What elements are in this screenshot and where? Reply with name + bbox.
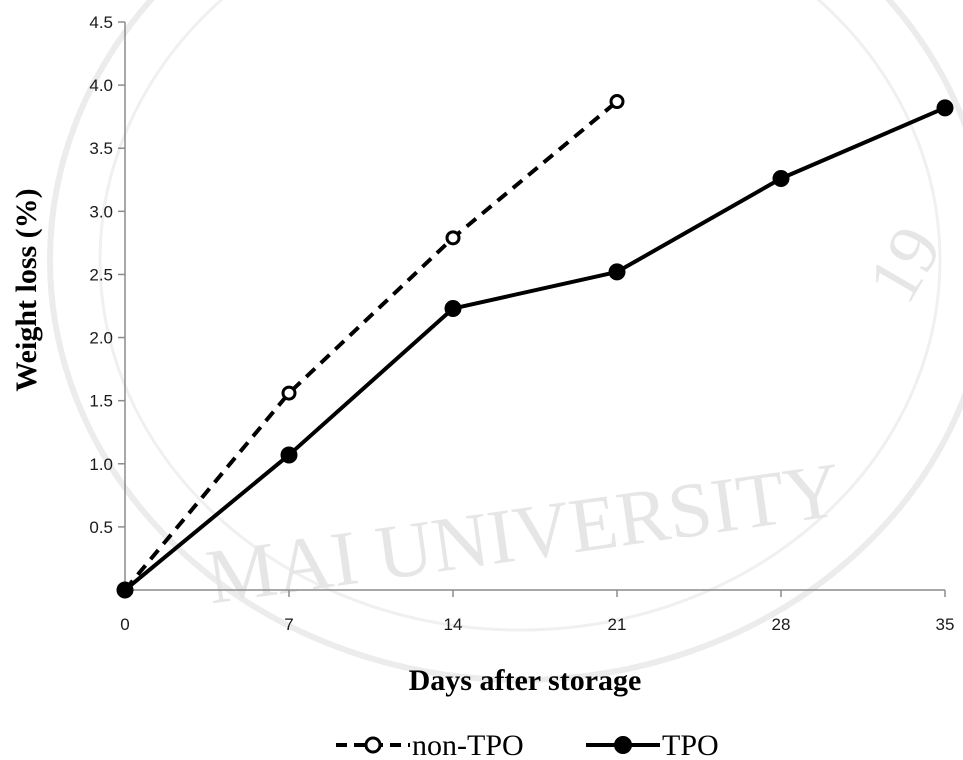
data-point-non-tpo bbox=[281, 385, 297, 401]
y-tick-label: 3.5 bbox=[89, 139, 113, 158]
x-axis-ticks: 0 7 14 21 28 35 bbox=[120, 590, 954, 634]
y-axis-title: Weight loss (%) bbox=[10, 188, 43, 391]
y-tick-label: 4.0 bbox=[89, 76, 113, 95]
series-layer bbox=[116, 94, 954, 599]
axes bbox=[124, 22, 945, 591]
watermark-seal-inner-ring bbox=[98, 0, 942, 632]
data-point-non-tpo bbox=[609, 94, 625, 110]
legend-item-non-tpo: non-TPO bbox=[336, 729, 524, 760]
watermark-arc-text: MAI UNIVERSITY bbox=[201, 445, 846, 620]
data-point-non-tpo bbox=[445, 230, 461, 246]
series-line-tpo bbox=[123, 105, 946, 592]
x-tick-label: 21 bbox=[608, 615, 627, 634]
series-line-non-tpo bbox=[123, 99, 619, 592]
y-tick-label: 3.0 bbox=[89, 202, 113, 221]
y-tick-label: 0.5 bbox=[89, 518, 113, 537]
legend-tpo-label: TPO bbox=[662, 729, 719, 760]
legend-tpo-marker bbox=[614, 736, 632, 754]
y-tick-label: 1.0 bbox=[89, 455, 113, 474]
y-axis-ticks: 0.5 1.0 1.5 2.0 2.5 3.0 3.5 4.0 4.5 bbox=[89, 13, 125, 537]
x-tick-label: 28 bbox=[772, 615, 791, 634]
legend-non-tpo-label: non-TPO bbox=[412, 729, 524, 760]
legend: non-TPO TPO bbox=[336, 729, 719, 760]
y-tick-label: 1.5 bbox=[89, 392, 113, 411]
watermark: MAI UNIVERSITY 19 bbox=[47, 0, 963, 683]
data-point-tpo bbox=[608, 263, 626, 281]
x-axis-title: Days after storage bbox=[409, 664, 642, 697]
x-tick-label: 35 bbox=[936, 615, 955, 634]
data-point-tpo bbox=[116, 581, 134, 599]
x-tick-label: 0 bbox=[120, 615, 129, 634]
data-point-tpo bbox=[772, 170, 790, 188]
watermark-seal-ring bbox=[47, 0, 963, 683]
x-tick-label: 7 bbox=[284, 615, 293, 634]
y-tick-label: 4.5 bbox=[89, 13, 113, 32]
data-point-tpo bbox=[936, 99, 954, 117]
x-tick-label: 14 bbox=[444, 615, 463, 634]
data-point-tpo bbox=[280, 446, 298, 464]
data-point-tpo bbox=[444, 300, 462, 318]
legend-item-tpo: TPO bbox=[586, 729, 719, 760]
y-tick-label: 2.5 bbox=[89, 265, 113, 284]
watermark-year-fragment: 19 bbox=[852, 213, 957, 315]
y-tick-label: 2.0 bbox=[89, 329, 113, 348]
legend-non-tpo-marker bbox=[364, 736, 382, 754]
